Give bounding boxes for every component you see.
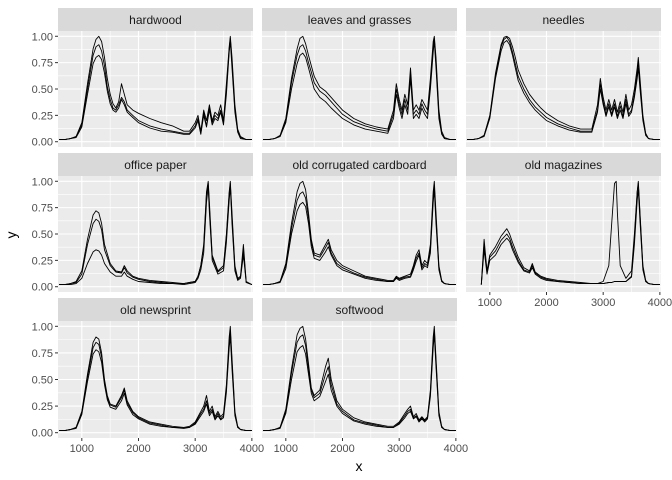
y-tick-label: 0.50	[32, 84, 53, 96]
y-axis-title: y	[3, 232, 19, 239]
series-line	[263, 41, 456, 141]
y-tick-label: 1.00	[32, 321, 53, 333]
y-tick-label: 0.75	[32, 203, 53, 215]
y-tick-label: 0.50	[32, 229, 53, 241]
series-line	[263, 334, 456, 432]
x-tick-label: 4000	[240, 443, 264, 455]
y-tick-label: 0.25	[32, 401, 53, 413]
x-tick-label: 2000	[330, 443, 354, 455]
series-line	[263, 329, 456, 432]
x-tick-label: 3000	[387, 443, 411, 455]
facet-title: hardwood	[129, 13, 182, 27]
facet-strip	[262, 298, 457, 321]
series-line	[263, 189, 456, 286]
y-tick-label: 0.00	[32, 137, 53, 149]
y-tick-label: 0.75	[32, 348, 53, 360]
y-tick-label: 0.25	[32, 255, 53, 267]
facet-strip	[262, 8, 457, 31]
series-line	[59, 41, 252, 141]
x-tick-label: 4000	[648, 297, 672, 309]
facet-title: softwood	[335, 303, 383, 317]
x-axis-title: x	[356, 458, 363, 474]
y-tick-label: 0.75	[32, 58, 53, 70]
series-line	[480, 189, 660, 286]
facet-panel: office paper	[58, 153, 253, 292]
series-line	[59, 182, 253, 286]
y-tick-label: 1.00	[32, 31, 53, 43]
x-tick-label: 1000	[70, 443, 94, 455]
y-tick-label: 1.00	[32, 176, 53, 188]
facet-panel: needles	[466, 8, 661, 147]
y-tick-label: 0.00	[32, 428, 53, 440]
y-tick-label: 0.00	[32, 282, 53, 294]
x-tick-label: 3000	[183, 443, 207, 455]
facet-title: old corrugated cardboard	[292, 158, 426, 172]
x-tick-label: 3000	[591, 297, 615, 309]
series-line	[263, 185, 456, 286]
facet-panel: old magazines	[466, 153, 661, 292]
facet-title: old magazines	[525, 158, 602, 172]
facet-panel: old newsprint	[58, 298, 253, 438]
x-tick-label: 1000	[478, 297, 502, 309]
facet-title: needles	[542, 13, 584, 27]
x-tick-label: 2000	[126, 443, 150, 455]
facet-strip	[58, 298, 253, 321]
facet-panel: leaves and grasses	[262, 8, 457, 147]
facet-strip	[466, 8, 661, 31]
axes: 0.00 0.25 0.50 0.75 1.00 0.00 0.25 0.50 0.75 1.00…	[32, 31, 672, 455]
x-tick-label: 1000	[274, 443, 298, 455]
series-line	[59, 336, 252, 432]
y-tick-label: 0.25	[32, 110, 53, 122]
series-line	[59, 186, 253, 286]
facet-strip	[466, 153, 661, 176]
facet-panel: softwood	[262, 298, 457, 438]
facet-strip	[58, 153, 253, 176]
facet-strip	[58, 8, 253, 31]
facet-panels: hardwood leaves and grasses needles office …	[58, 8, 661, 438]
y-tick-label: 0.50	[32, 375, 53, 387]
facet-strip	[262, 153, 457, 176]
x-tick-label: 2000	[534, 297, 558, 309]
facet-title: office paper	[124, 158, 187, 172]
facet-title: old newsprint	[120, 303, 191, 317]
facet-title: leaves and grasses	[308, 13, 411, 27]
series-line	[467, 35, 660, 141]
x-tick-label: 4000	[444, 443, 468, 455]
facet-panel: old corrugated cardboard	[262, 153, 457, 292]
series-line	[467, 40, 660, 141]
facet-panel: hardwood	[58, 8, 253, 147]
